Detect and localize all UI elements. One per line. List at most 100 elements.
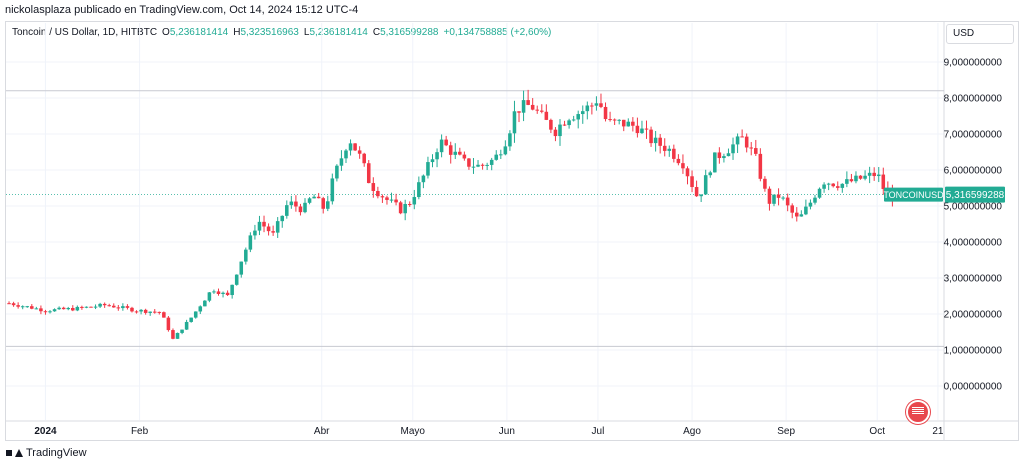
candle-body — [754, 148, 758, 154]
candle-body — [216, 291, 221, 294]
footer-brand[interactable]: TradingView — [6, 447, 87, 459]
candle — [776, 188, 781, 206]
candle — [152, 309, 157, 314]
time-axis: 2024 Feb Abr Mayo Jun Jul Ago Sep Oct 21 — [34, 426, 944, 437]
candle — [48, 310, 52, 314]
candle-body — [558, 124, 562, 137]
candle — [608, 111, 612, 122]
candle — [175, 332, 180, 339]
candle — [407, 201, 412, 207]
candle — [453, 143, 458, 160]
candle — [134, 310, 139, 314]
currency-button[interactable]: USD — [946, 24, 1014, 44]
candle — [162, 311, 166, 318]
candle — [143, 308, 148, 315]
candle-body — [608, 119, 612, 121]
candle-body — [717, 152, 722, 159]
candle — [312, 194, 316, 199]
y-tick-label: 6,000000000 — [944, 166, 1003, 177]
candle-body — [344, 150, 348, 159]
candle — [25, 305, 30, 308]
candle — [717, 147, 722, 164]
candle-body — [130, 307, 134, 312]
candle-body — [467, 158, 471, 167]
candle — [567, 118, 571, 129]
candle — [635, 117, 640, 138]
candle-body — [71, 308, 75, 311]
x-tick-label: Ago — [683, 426, 701, 437]
candle — [740, 129, 744, 138]
candle-body — [439, 139, 444, 153]
candle — [658, 134, 662, 154]
candle — [394, 193, 398, 206]
x-tick-label: Jun — [499, 426, 515, 437]
candle-body — [316, 196, 321, 199]
candle-body — [590, 105, 594, 107]
candle — [330, 173, 335, 205]
candle — [262, 215, 266, 233]
candle-body — [876, 174, 881, 177]
candle — [735, 133, 740, 154]
candle-body — [266, 226, 271, 232]
candle — [867, 166, 872, 184]
candle-body — [353, 143, 357, 151]
candle — [216, 288, 221, 296]
chart-frame[interactable] — [5, 21, 1019, 441]
candle — [681, 154, 685, 174]
y-tick-label: 7,000000000 — [944, 130, 1003, 141]
candle — [694, 180, 699, 197]
candle-body — [230, 284, 234, 296]
candle-body — [75, 306, 80, 311]
candle-body — [271, 231, 275, 233]
candle — [321, 196, 325, 214]
candle — [494, 150, 499, 161]
y-tick-label: 2,000000000 — [944, 310, 1003, 321]
candle-body — [98, 303, 102, 307]
candle-body — [394, 199, 398, 203]
candle — [508, 130, 512, 151]
candle — [130, 306, 134, 313]
candle-body — [594, 103, 599, 106]
candle-body — [389, 199, 394, 201]
candle-body — [863, 175, 867, 179]
candle — [799, 210, 804, 217]
legend-symbol[interactable]: Toncoin / US Dollar, 1D, HITBTC — [12, 27, 158, 38]
candle-body — [585, 105, 590, 112]
candle — [590, 102, 594, 115]
candle-body — [808, 202, 813, 207]
candle-body — [794, 212, 799, 217]
candle — [549, 118, 553, 134]
candle-body — [685, 168, 690, 177]
candle — [489, 157, 494, 171]
currency-flag-icon[interactable] — [906, 400, 930, 424]
candle-body — [817, 188, 822, 198]
candle-body — [52, 309, 57, 312]
candle-body — [644, 128, 649, 130]
candle-body — [421, 175, 426, 183]
candle-body — [854, 175, 858, 182]
candle — [16, 302, 20, 309]
candle-body — [57, 307, 61, 310]
candle-body — [540, 110, 544, 112]
y-tick-label: 9,000000000 — [944, 58, 1003, 69]
candle — [125, 304, 130, 310]
candle — [667, 145, 672, 157]
candle — [553, 127, 558, 142]
candle-body — [152, 311, 157, 313]
candle — [275, 217, 280, 238]
candle — [530, 98, 535, 111]
candle-body — [11, 303, 16, 306]
candle-body — [325, 201, 330, 209]
candle-body — [43, 311, 48, 313]
candle — [744, 133, 749, 153]
candle-body — [499, 154, 503, 156]
candle — [471, 158, 476, 174]
candle-body — [799, 214, 804, 217]
candle — [571, 115, 576, 122]
candle — [599, 93, 603, 109]
candle-body — [212, 291, 216, 293]
candle — [316, 192, 321, 199]
candle — [726, 148, 731, 157]
candle — [462, 151, 467, 161]
